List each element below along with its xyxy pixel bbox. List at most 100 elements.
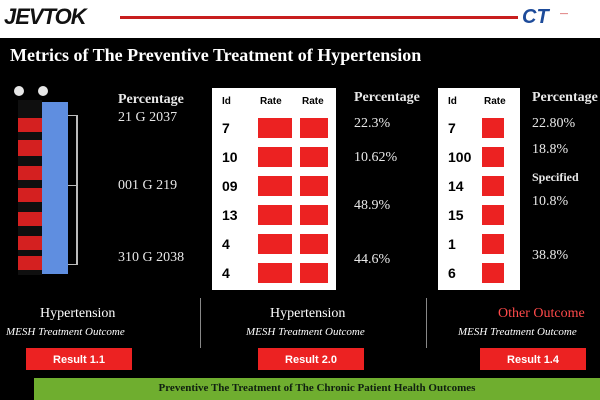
- middle-value: 48.9%: [354, 198, 391, 213]
- left-bar-segment: [18, 118, 42, 132]
- middle-value: 22.3%: [354, 116, 391, 131]
- panel-a: Id Rate Rate 7 10 09 13 4 4: [212, 88, 336, 290]
- green-footer-band: Preventive The Treatment of The Chronic …: [34, 378, 600, 400]
- title-band: [0, 40, 600, 74]
- connector-line: [68, 115, 76, 116]
- brand-logo: JEVTOK: [4, 4, 87, 29]
- row-id: 6: [448, 265, 456, 281]
- row-id: 09: [222, 178, 238, 194]
- left-blue-bar: [42, 102, 68, 274]
- left-bar-segment: [18, 188, 42, 202]
- left-bar-segment: [18, 166, 42, 180]
- table-row: 14: [438, 176, 520, 196]
- panel-b-col-rate: Rate: [484, 96, 506, 107]
- rate-cell: [482, 234, 504, 254]
- rate-cell: [258, 205, 292, 225]
- table-row: 15: [438, 205, 520, 225]
- left-bar-segment: [18, 212, 42, 226]
- brand-mark-right: CT —: [522, 6, 592, 32]
- row-id: 4: [222, 265, 230, 281]
- row-id: 15: [448, 207, 464, 223]
- row-id: 14: [448, 178, 464, 194]
- panel-b: Id Rate 7 100 14 15 1 6: [438, 88, 520, 290]
- result-left-button[interactable]: Result 1.1: [26, 348, 132, 370]
- rate-cell: [300, 263, 328, 283]
- left-bar-segment: [18, 236, 42, 250]
- footer-right-label: Other Outcome: [498, 306, 585, 321]
- rate-cell: [258, 234, 292, 254]
- footer-left-label: Hypertension: [40, 306, 116, 321]
- panel-a-col-rate: Rate: [260, 96, 282, 107]
- connector-line: [68, 264, 76, 265]
- dot-icon: [14, 86, 24, 96]
- left-bar-segment: [18, 140, 42, 156]
- table-row: 4: [212, 263, 336, 283]
- row-id: 4: [222, 236, 230, 252]
- table-row: 4: [212, 234, 336, 254]
- footer-mid-label: Hypertension: [270, 306, 346, 321]
- right-value: 22.80%: [532, 116, 576, 131]
- rate-cell: [258, 118, 292, 138]
- right-value: Specified: [532, 170, 579, 184]
- brand-mark: CT: [522, 6, 549, 28]
- footer-left-sub: MESH Treatment Outcome: [6, 326, 125, 338]
- panel-a-col-id: Id: [222, 96, 231, 107]
- table-row: 7: [438, 118, 520, 138]
- left-value: 21 G 2037: [118, 110, 178, 125]
- connector-line: [68, 185, 76, 186]
- footer-divider: [200, 298, 201, 348]
- page-title: Metrics of The Preventive Treatment of H…: [10, 45, 422, 65]
- middle-value: 10.62%: [354, 150, 398, 165]
- rate-cell: [258, 176, 292, 196]
- rate-cell: [300, 205, 328, 225]
- top-bar: JEVTOK CT —: [0, 0, 600, 38]
- result-mid-button[interactable]: Result 2.0: [258, 348, 364, 370]
- rate-cell: [300, 147, 328, 167]
- rate-cell: [258, 147, 292, 167]
- table-row: 1: [438, 234, 520, 254]
- result-right-button[interactable]: Result 1.4: [480, 348, 586, 370]
- rate-cell: [258, 263, 292, 283]
- footer-mid-sub: MESH Treatment Outcome: [246, 326, 365, 338]
- rate-cell: [482, 176, 504, 196]
- rate-cell: [300, 118, 328, 138]
- rate-cell: [482, 118, 504, 138]
- left-value: 310 G 2038: [118, 250, 185, 265]
- left-header: Percentage: [118, 92, 184, 107]
- footer-right-sub: MESH Treatment Outcome: [458, 326, 577, 338]
- row-id: 10: [222, 149, 238, 165]
- table-row: 10: [212, 147, 336, 167]
- table-row: 6: [438, 263, 520, 283]
- table-row: 100: [438, 147, 520, 167]
- left-value: 001 G 219: [118, 178, 178, 193]
- panel-a-col-rate2: Rate: [302, 96, 324, 107]
- footer-divider: [426, 298, 427, 348]
- row-id: 100: [448, 149, 472, 165]
- row-id: 1: [448, 236, 456, 252]
- green-footer-text: Preventive The Treatment of The Chronic …: [158, 382, 476, 394]
- right-value: 18.8%: [532, 142, 569, 157]
- rate-cell: [300, 176, 328, 196]
- row-id: 7: [222, 120, 230, 136]
- rate-cell: [482, 205, 504, 225]
- bracket-line: [76, 115, 78, 265]
- right-value: 38.8%: [532, 248, 569, 263]
- panel-b-col-id: Id: [448, 96, 457, 107]
- rate-cell: [300, 234, 328, 254]
- middle-value: 44.6%: [354, 252, 391, 267]
- row-id: 7: [448, 120, 456, 136]
- right-header: Percentage: [532, 90, 598, 105]
- middle-header: Percentage: [354, 90, 420, 105]
- rate-cell: [482, 263, 504, 283]
- row-id: 13: [222, 207, 238, 223]
- right-value: 10.8%: [532, 194, 569, 209]
- table-row: 7: [212, 118, 336, 138]
- left-stacked-bar: [18, 100, 42, 275]
- header-rule: [120, 16, 518, 19]
- table-row: 13: [212, 205, 336, 225]
- window-dots: [14, 83, 58, 101]
- rate-cell: [482, 147, 504, 167]
- dot-icon: [38, 86, 49, 96]
- table-row: 09: [212, 176, 336, 196]
- left-bar-segment: [18, 256, 42, 270]
